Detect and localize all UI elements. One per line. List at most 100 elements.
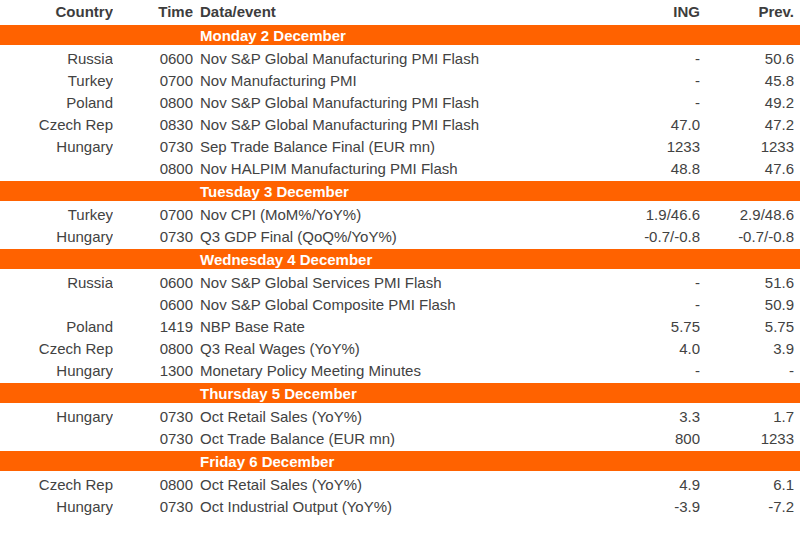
ing-value-cell: - [595,46,700,69]
country-cell: Turkey [0,69,113,91]
time-cell: 0800 [113,91,193,113]
event-row: Poland0800Nov S&P Global Manufacturing P… [0,91,800,113]
prev-value-cell: -0.7/-0.8 [700,225,800,248]
country-cell: Poland [0,315,113,337]
time-cell: 0700 [113,69,193,91]
event-row: 0600Nov S&P Global Composite PMI Flash-5… [0,293,800,315]
event-row: Turkey0700Nov CPI (MoM%/YoY%)1.9/46.62.9… [0,202,800,225]
ing-value-cell: -0.7/-0.8 [595,225,700,248]
prev-value-cell: - [700,359,800,382]
event-cell: Q3 Real Wages (YoY%) [193,337,595,359]
ing-value-cell: - [595,69,700,91]
ing-value-cell: - [595,91,700,113]
time-cell: 0730 [113,135,193,157]
day-banner-row: Tuesday 3 December [0,180,800,202]
day-banner-label: Tuesday 3 December [0,180,800,202]
prev-value-cell: -7.2 [700,495,800,517]
prev-value-cell: 47.2 [700,113,800,135]
event-row: Poland1419NBP Base Rate5.755.75 [0,315,800,337]
event-cell: Nov S&P Global Composite PMI Flash [193,293,595,315]
event-cell: Nov S&P Global Services PMI Flash [193,270,595,293]
prev-value-cell: 47.6 [700,157,800,180]
time-cell: 0830 [113,113,193,135]
event-cell: Sep Trade Balance Final (EUR mn) [193,135,595,157]
country-cell: Czech Rep [0,337,113,359]
country-cell: Hungary [0,404,113,427]
time-cell: 0800 [113,337,193,359]
time-cell: 0600 [113,293,193,315]
time-cell: 1300 [113,359,193,382]
country-cell: Hungary [0,495,113,517]
day-banner-row: Wednesday 4 December [0,248,800,270]
header-row: Country Time Data/event ING Prev. [0,0,800,24]
event-row: Czech Rep0830Nov S&P Global Manufacturin… [0,113,800,135]
event-row: Russia0600Nov S&P Global Services PMI Fl… [0,270,800,293]
prev-value-cell: 50.6 [700,46,800,69]
event-cell: Nov HALPIM Manufacturing PMI Flash [193,157,595,180]
ing-value-cell: - [595,270,700,293]
country-cell: Czech Rep [0,113,113,135]
ing-value-cell: -3.9 [595,495,700,517]
prev-value-cell: 5.75 [700,315,800,337]
event-cell: Nov S&P Global Manufacturing PMI Flash [193,113,595,135]
ing-value-cell: 800 [595,427,700,450]
time-cell: 0800 [113,472,193,495]
event-cell: Nov S&P Global Manufacturing PMI Flash [193,46,595,69]
country-cell: Russia [0,46,113,69]
country-cell: Poland [0,91,113,113]
event-row: Turkey0700Nov Manufacturing PMI-45.8 [0,69,800,91]
table-header: Country Time Data/event ING Prev. [0,0,800,24]
day-banner-label: Wednesday 4 December [0,248,800,270]
event-row: Hungary0730Sep Trade Balance Final (EUR … [0,135,800,157]
prev-value-cell: 2.9/48.6 [700,202,800,225]
ing-value-cell: 48.8 [595,157,700,180]
ing-value-cell: - [595,359,700,382]
time-cell: 0730 [113,404,193,427]
ing-value-cell: 1233 [595,135,700,157]
prev-value-cell: 1233 [700,427,800,450]
country-cell: Hungary [0,135,113,157]
country-cell: Russia [0,270,113,293]
col-header-prev: Prev. [700,0,800,24]
day-banner-row: Monday 2 December [0,24,800,46]
event-row: Russia0600Nov S&P Global Manufacturing P… [0,46,800,69]
time-cell: 0730 [113,495,193,517]
day-banner-label: Thursday 5 December [0,382,800,404]
col-header-ing: ING [595,0,700,24]
event-cell: Oct Industrial Output (YoY%) [193,495,595,517]
time-cell: 0730 [113,225,193,248]
event-row: Hungary1300Monetary Policy Meeting Minut… [0,359,800,382]
time-cell: 0600 [113,270,193,293]
event-cell: Oct Trade Balance (EUR mn) [193,427,595,450]
prev-value-cell: 49.2 [700,91,800,113]
prev-value-cell: 6.1 [700,472,800,495]
time-cell: 0600 [113,46,193,69]
prev-value-cell: 45.8 [700,69,800,91]
prev-value-cell: 50.9 [700,293,800,315]
day-banner-label: Friday 6 December [0,450,800,472]
event-row: 0730Oct Trade Balance (EUR mn)8001233 [0,427,800,450]
time-cell: 0730 [113,427,193,450]
col-header-time: Time [113,0,193,24]
time-cell: 0700 [113,202,193,225]
time-cell: 0800 [113,157,193,180]
event-row: Hungary0730Oct Industrial Output (YoY%)-… [0,495,800,517]
ing-value-cell: - [595,293,700,315]
day-banner-row: Thursday 5 December [0,382,800,404]
event-cell: NBP Base Rate [193,315,595,337]
event-row: Hungary0730Oct Retail Sales (YoY%)3.31.7 [0,404,800,427]
ing-value-cell: 4.9 [595,472,700,495]
country-cell: Hungary [0,225,113,248]
prev-value-cell: 1.7 [700,404,800,427]
event-cell: Monetary Policy Meeting Minutes [193,359,595,382]
event-cell: Nov CPI (MoM%/YoY%) [193,202,595,225]
economic-calendar-table: Country Time Data/event ING Prev. Monday… [0,0,800,517]
event-cell: Nov S&P Global Manufacturing PMI Flash [193,91,595,113]
country-cell: Turkey [0,202,113,225]
event-cell: Oct Retail Sales (YoY%) [193,404,595,427]
prev-value-cell: 1233 [700,135,800,157]
country-cell [0,157,113,180]
ing-value-cell: 1.9/46.6 [595,202,700,225]
economic-calendar-page: Country Time Data/event ING Prev. Monday… [0,0,800,540]
ing-value-cell: 5.75 [595,315,700,337]
